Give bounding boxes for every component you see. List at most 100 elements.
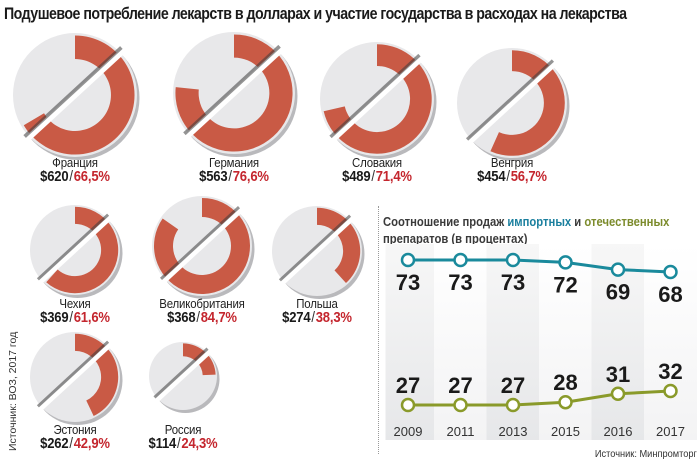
country-name: Словакия [352, 155, 402, 170]
imported-value-label: 73 [396, 270, 420, 295]
pill-score-highlight [154, 349, 212, 403]
line-chart-title: Соотношение продаж импортных и отечестве… [383, 214, 669, 248]
page-title: Подушевое потребление лекарств в доллара… [4, 5, 627, 23]
pill-caption: Польша $274/38,3% [252, 296, 382, 326]
x-tick-label: 2013 [499, 424, 528, 439]
pill-caption: Великобритания $368/84,7% [137, 296, 267, 326]
pill-caption: Словакия $489/71,4% [312, 155, 442, 185]
country-values: $369/61,6% [17, 310, 134, 326]
imported-point [610, 262, 626, 277]
domestic-point [610, 386, 626, 402]
imported-point [400, 252, 416, 268]
pill-score-line [183, 44, 281, 136]
pill-0 [7, 27, 143, 168]
domestic-point [558, 394, 573, 410]
spending-value: $368 [167, 310, 196, 326]
pill-7 [24, 326, 126, 433]
country-values: $368/84,7% [144, 310, 261, 326]
pill-score-line [23, 46, 123, 138]
separator: / [69, 436, 73, 452]
imported-value-label: 69 [606, 280, 630, 305]
pill-caption: Чехия $369/61,6% [10, 296, 140, 326]
pill-score-highlight [38, 342, 112, 412]
state-share-arc [75, 333, 119, 416]
imported-value-label: 73 [448, 270, 472, 295]
pill-caption: Эстония $262/42,9% [10, 422, 140, 452]
pill-score-line [465, 59, 555, 141]
spending-value: $262 [40, 436, 69, 452]
domestic-value-label: 27 [448, 373, 472, 398]
pill-3 [451, 42, 573, 169]
legend-imported: импортных [507, 215, 572, 229]
pill-score-highlight [161, 208, 243, 284]
x-tick-label: 2009 [394, 424, 423, 439]
x-tick-label: 2016 [604, 424, 633, 439]
country-name: Польша [296, 296, 338, 311]
pill-1 [167, 26, 301, 165]
source-who: Источник: ВОЗ, 2017 год [7, 331, 19, 451]
separator: / [69, 169, 73, 185]
pill-score-highlight [38, 215, 112, 285]
pill-score-highlight [24, 48, 126, 142]
pill-score-line [36, 213, 110, 281]
imported-point [663, 264, 678, 280]
country-values: $262/42,9% [17, 436, 134, 452]
share-value: 76,6% [232, 169, 269, 185]
pill-score-line [36, 340, 110, 408]
pill-caption: Франция $620/66,5% [10, 155, 140, 185]
spending-value: $114 [148, 436, 177, 452]
pill-score-highlight [184, 46, 284, 140]
imported-value-label: 68 [658, 282, 682, 307]
spending-value: $369 [40, 310, 69, 326]
source-minpromtorg: Источник: Минпромторг [595, 448, 697, 460]
share-value: 61,6% [73, 310, 110, 326]
country-values: $114/24,3% [125, 436, 242, 452]
country-name: Россия [164, 422, 202, 437]
pill-4 [24, 199, 126, 306]
separator: / [506, 169, 510, 185]
line-chart: 73 73 73 72 69 68 27 27 27 28 31 32 2009 2011 2013 2015… [385, 244, 697, 440]
country-name: Чехия [59, 296, 91, 311]
spending-value: $489 [342, 169, 371, 185]
share-value: 42,9% [73, 436, 110, 452]
title-line2: препаратов (в процентах) [383, 232, 528, 246]
pill-score-line [278, 214, 352, 282]
title-and: и [571, 215, 585, 229]
separator: / [228, 169, 232, 185]
state-share-arc [490, 50, 565, 156]
domestic-point [400, 397, 416, 413]
spending-value: $274 [282, 310, 311, 326]
domestic-value-label: 31 [606, 362, 630, 387]
country-values: $274/38,3% [259, 310, 376, 326]
share-value: 24,3% [181, 436, 218, 452]
country-name: Германия [209, 155, 259, 170]
country-values: $563/76,6% [176, 169, 293, 185]
domestic-value-label: 27 [396, 373, 420, 398]
imported-value-label: 73 [501, 270, 525, 295]
pill-score-highlight [330, 55, 424, 143]
pill-8 [143, 336, 223, 421]
pill-caption: Венгрия $454/56,7% [447, 155, 577, 185]
divider [378, 206, 379, 454]
domestic-line [408, 389, 671, 407]
separator: / [69, 310, 73, 326]
pill-score-line [159, 206, 241, 280]
domestic-point [453, 397, 468, 413]
separator: / [311, 310, 315, 326]
imported-line [408, 258, 671, 274]
pill-score-line [329, 53, 421, 139]
spending-value: $620 [40, 169, 69, 185]
title-part1: Соотношение продаж [383, 215, 508, 229]
share-value: 38,3% [315, 310, 352, 326]
country-name: Великобритания [159, 296, 245, 311]
domestic-value-label: 28 [553, 370, 577, 395]
share-value: 71,4% [375, 169, 412, 185]
country-name: Эстония [53, 422, 97, 437]
imported-value-label: 72 [553, 272, 577, 297]
country-name: Венгрия [490, 155, 534, 170]
domestic-point [663, 383, 678, 399]
x-tick-label: 2015 [551, 424, 580, 439]
separator: / [196, 310, 200, 326]
pill-score-highlight [280, 216, 354, 286]
separator: / [371, 169, 375, 185]
